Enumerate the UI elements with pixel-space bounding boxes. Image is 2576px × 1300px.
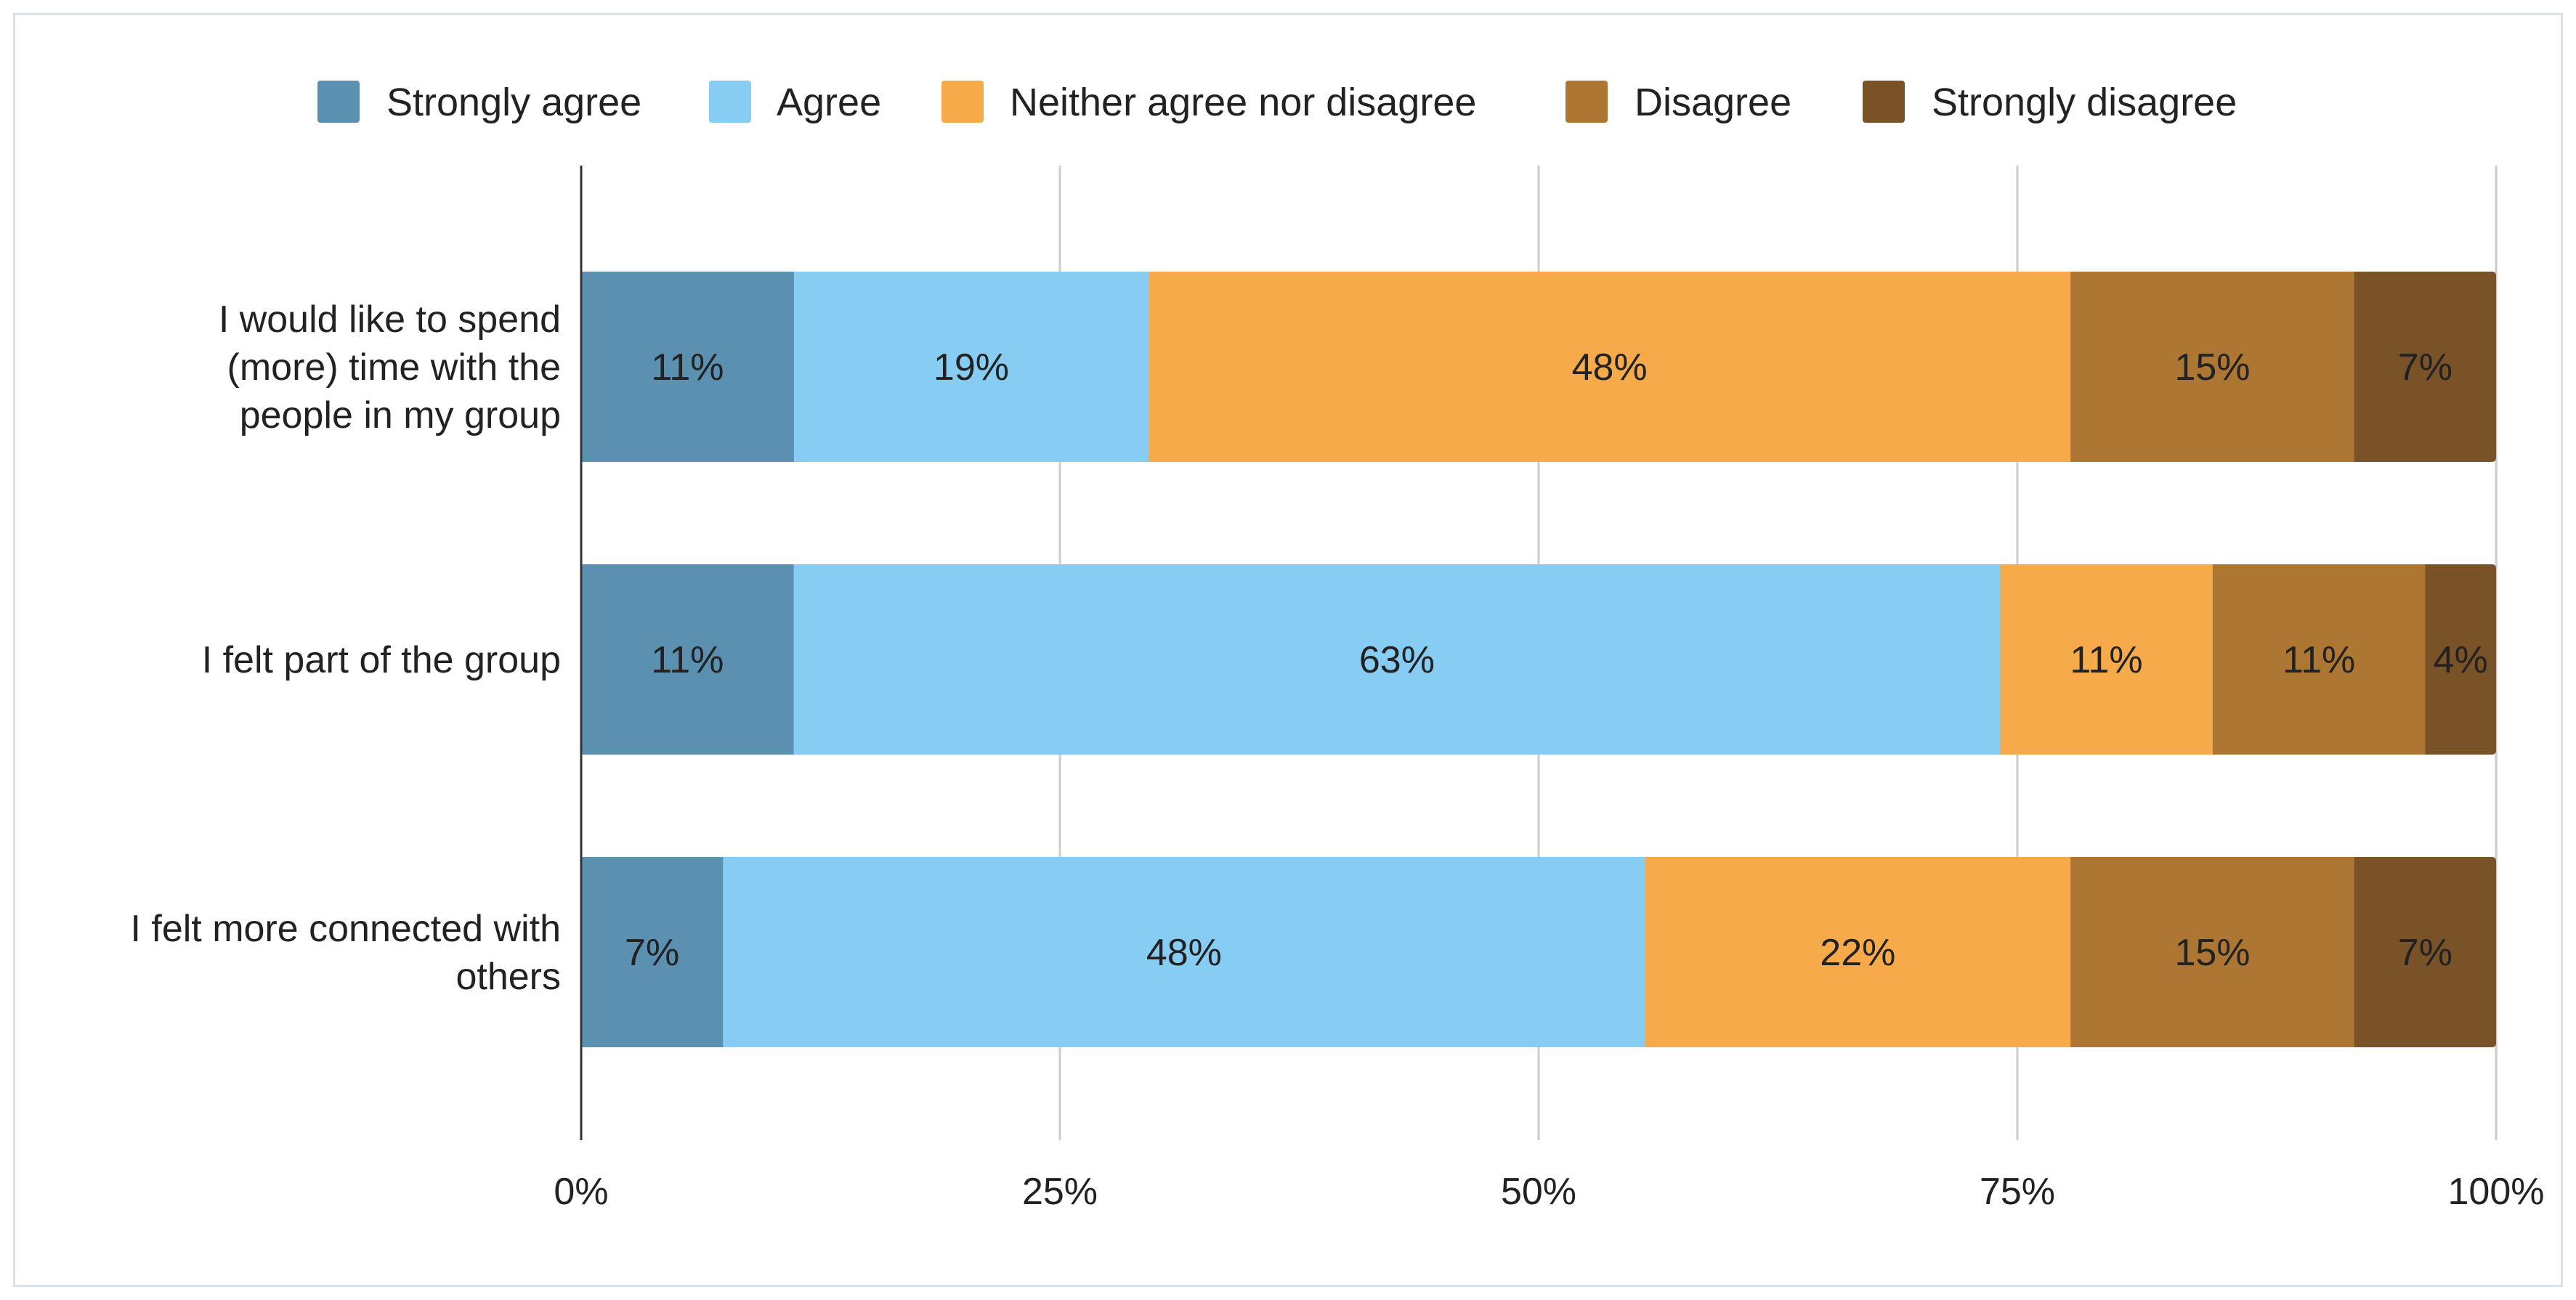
bar-segment bbox=[2354, 272, 2496, 462]
bar-segment bbox=[723, 857, 1645, 1047]
legend-swatch bbox=[317, 81, 360, 123]
data-label: 11% bbox=[2283, 639, 2355, 681]
bar-segment bbox=[581, 857, 724, 1047]
data-label: 7% bbox=[2398, 932, 2453, 974]
x-tick-label: 50% bbox=[1501, 1171, 1576, 1213]
bar-segment bbox=[793, 272, 1149, 462]
legend: Strongly agree Agree Neither agree nor dis… bbox=[317, 81, 2237, 124]
legend-swatch bbox=[1863, 81, 1905, 123]
bar-segment bbox=[2000, 564, 2214, 755]
category-label: I felt more connected with bbox=[130, 908, 561, 950]
bar-segment bbox=[2425, 564, 2496, 755]
category-label: (more) time with the bbox=[227, 346, 561, 389]
legend-swatch bbox=[1566, 81, 1608, 123]
axes: 0% 25% 50% 75% 100% I would like to spend (mor… bbox=[130, 166, 2545, 1213]
data-label: 48% bbox=[1572, 346, 1648, 389]
data-label: 7% bbox=[2398, 346, 2453, 389]
legend-label: Agree bbox=[777, 81, 881, 124]
bar-segment bbox=[1645, 857, 2071, 1047]
bar-segment bbox=[2212, 564, 2426, 755]
data-label: 63% bbox=[1359, 639, 1435, 681]
category-label: others bbox=[455, 956, 561, 998]
legend-swatch bbox=[941, 81, 984, 123]
legend-label: Strongly disagree bbox=[1932, 81, 2237, 124]
legend-label: Neither agree nor disagree bbox=[1010, 81, 1476, 124]
bar-segment bbox=[581, 564, 795, 755]
x-tick-label: 0% bbox=[554, 1171, 608, 1213]
legend-label: Disagree bbox=[1635, 81, 1791, 124]
category-label: I would like to spend bbox=[219, 298, 561, 341]
data-label: 19% bbox=[933, 346, 1009, 389]
category-label: I felt part of the group bbox=[202, 639, 561, 681]
bar-segment bbox=[2354, 857, 2496, 1047]
x-tick-label: 100% bbox=[2448, 1171, 2545, 1213]
data-label: 22% bbox=[1820, 932, 1895, 974]
bar-segment bbox=[581, 272, 795, 462]
bar-segment bbox=[2070, 272, 2355, 462]
bar-segment bbox=[2070, 857, 2355, 1047]
bar-segment bbox=[1149, 272, 2071, 462]
data-label: 15% bbox=[2174, 346, 2250, 389]
legend-label: Strongly agree bbox=[386, 81, 641, 124]
data-label: 11% bbox=[651, 639, 724, 681]
data-label: 4% bbox=[2434, 639, 2488, 681]
x-tick-label: 75% bbox=[1980, 1171, 2055, 1213]
legend-swatch bbox=[709, 81, 751, 123]
bar-segment bbox=[793, 564, 2001, 755]
data-label: 15% bbox=[2174, 932, 2250, 974]
data-label: 11% bbox=[651, 346, 724, 389]
x-tick-label: 25% bbox=[1022, 1171, 1098, 1213]
data-label: 11% bbox=[2070, 639, 2142, 681]
data-label: 7% bbox=[625, 932, 679, 974]
bars: 11% 19% 48% 15% 7% 11% 63% 11% 11% 4% 7% 48% 22% 15% 7… bbox=[581, 272, 2496, 1047]
category-label: people in my group bbox=[240, 394, 561, 436]
data-label: 48% bbox=[1146, 932, 1222, 974]
